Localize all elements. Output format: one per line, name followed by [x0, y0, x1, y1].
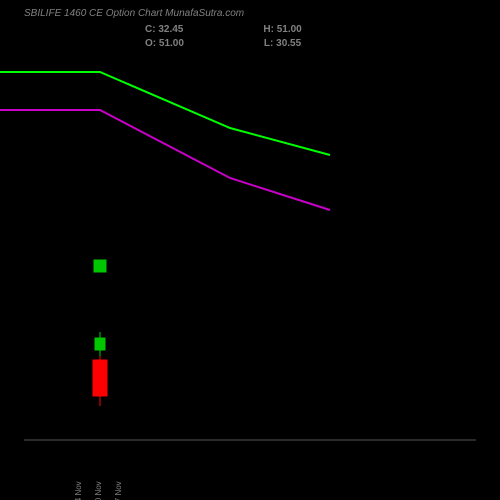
- x-tick-label: 10 Nov: [94, 481, 103, 500]
- candle-body: [94, 260, 106, 272]
- candle-body: [95, 338, 105, 350]
- candle-body: [93, 360, 107, 396]
- candles-group: [93, 260, 107, 406]
- x-tick-label: 17 Nov: [114, 481, 123, 500]
- magenta-trend-line: [0, 110, 330, 210]
- option-chart: SBILIFE 1460 CE Option Chart MunafaSutra…: [0, 0, 500, 500]
- x-tick-label: 04 Nov: [74, 481, 83, 500]
- green-trend-line: [0, 72, 330, 155]
- chart-svg: [0, 0, 500, 500]
